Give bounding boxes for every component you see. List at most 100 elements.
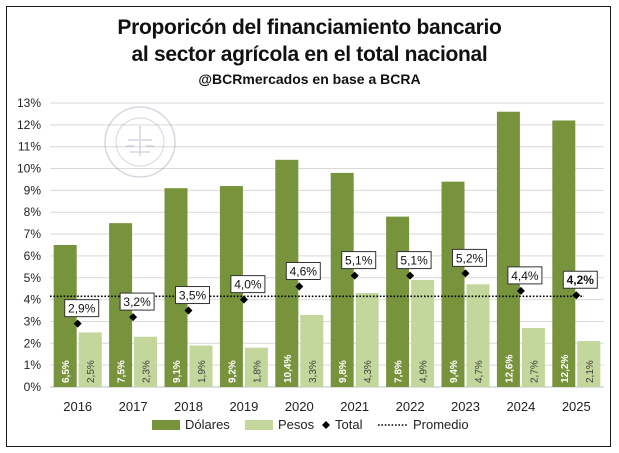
total-label-box [230, 275, 266, 294]
total-marker [516, 286, 525, 295]
data-label-dolares: 12,6% [504, 355, 515, 383]
x-tick-label: 2018 [174, 399, 203, 414]
total-label: 5,1% [345, 254, 373, 268]
total-marker [184, 306, 193, 315]
data-label-dolares: 6,5% [61, 360, 72, 383]
total-label-box [396, 251, 432, 270]
data-label-dolares: 7,8% [394, 360, 405, 383]
y-tick-label: 10% [17, 162, 41, 176]
chart-title-line2: al sector agrícola en el total nacional [131, 43, 488, 66]
y-tick-label: 4% [24, 293, 42, 307]
legend-label: Promedio [413, 417, 469, 432]
y-tick-label: 8% [24, 205, 42, 219]
y-tick-label: 1% [24, 358, 42, 372]
bar-pesos [466, 284, 490, 387]
legend-item: Dólares [152, 417, 230, 432]
data-label-pesos: 1,9% [197, 360, 208, 383]
total-label: 2,9% [68, 302, 96, 316]
y-tick-label: 2% [24, 336, 42, 350]
total-marker [295, 282, 304, 291]
legend-label: Pesos [278, 417, 315, 432]
bar-dolares [496, 111, 520, 387]
total-marker [73, 319, 82, 328]
total-label-box [562, 270, 598, 289]
data-label-pesos: 2,3% [142, 360, 153, 383]
data-label-dolares: 9,8% [338, 360, 349, 383]
bar-pesos [300, 314, 324, 387]
data-label-pesos: 4,9% [419, 360, 430, 383]
bar-pesos [78, 332, 102, 387]
total-label: 5,2% [456, 251, 484, 265]
x-tick-label: 2023 [451, 399, 480, 414]
legend-swatch [322, 421, 330, 429]
x-tick-label: 2021 [340, 399, 369, 414]
data-label-pesos: 4,3% [363, 360, 374, 383]
x-tick-label: 2025 [562, 399, 591, 414]
total-marker [350, 271, 359, 280]
data-label-pesos: 2,7% [529, 360, 540, 383]
x-tick-label: 2017 [119, 399, 148, 414]
total-label: 4,2% [567, 273, 595, 287]
total-label-box [452, 248, 487, 267]
legend: Dólares Pesos Total Promedio [152, 417, 469, 432]
total-label-box [285, 262, 321, 281]
x-tick-label: 2022 [396, 399, 425, 414]
bcr-seal-watermark [104, 106, 176, 178]
y-tick-label: 5% [24, 271, 42, 285]
legend-item: Pesos [245, 417, 315, 432]
data-label-dolares: 9,4% [449, 360, 460, 383]
bar-dolares [330, 172, 354, 387]
legend-label: Total [335, 417, 363, 432]
x-tick-label: 2016 [63, 399, 92, 414]
data-label-pesos: 4,7% [474, 360, 485, 383]
total-label: 3,5% [179, 289, 207, 303]
legend-swatch [152, 420, 180, 430]
total-marker [461, 269, 470, 278]
bar-pesos [355, 293, 379, 387]
x-tick-label: 2020 [285, 399, 314, 414]
bars: 6,5% 2,5% 7,5% 2,3% 9,1% 1,9% 9,2% 1,8% 10,4% 3,3… [53, 111, 601, 387]
data-label-dolares: 9,1% [172, 360, 183, 383]
total-marker [572, 291, 581, 300]
x-axis: 2016 2017 2018 2019 2020 2021 2022 2023 2024 2025 [63, 399, 591, 414]
total-label: 4,0% [234, 278, 262, 292]
y-tick-label: 3% [24, 314, 42, 328]
legend-label: Dólares [185, 417, 230, 432]
y-tick-label: 6% [24, 249, 42, 263]
data-label-pesos: 2,5% [86, 360, 97, 383]
total-label-box [119, 292, 155, 311]
bar-pesos [189, 345, 213, 387]
total-label-box [175, 286, 210, 305]
bar-pesos [134, 336, 158, 387]
y-tick-label: 13% [17, 96, 41, 110]
data-label-pesos: 3,3% [308, 360, 319, 383]
bar-pesos [521, 328, 545, 387]
data-label-dolares: 10,4% [283, 355, 294, 383]
total-label: 4,4% [511, 269, 539, 283]
y-axis: 0% 1% 2% 3% 4% 5% 6% 7% 8% 9% 10% 11% 12% 13% [17, 96, 41, 394]
data-label-pesos: 1,8% [252, 360, 263, 383]
data-label-dolares: 7,5% [117, 360, 128, 383]
data-label-pesos: 2,1% [585, 360, 596, 383]
total-label: 3,2% [123, 295, 151, 309]
y-tick-label: 12% [17, 118, 41, 132]
total-label: 5,1% [400, 254, 428, 268]
legend-item: Total [322, 417, 363, 432]
total-label: 4,6% [290, 265, 318, 279]
x-tick-label: 2024 [506, 399, 535, 414]
y-tick-label: 9% [24, 183, 42, 197]
total-label-box [341, 251, 377, 270]
total-markers: 2,9% 3,2% 3,5% 4,0% 4,6% 5,1% 5,1% 5,2% 4,4% 4,2% [64, 248, 598, 328]
total-label-box [507, 266, 543, 285]
total-marker [406, 271, 415, 280]
data-label-dolares: 12,2% [560, 355, 571, 383]
y-tick-label: 11% [18, 140, 41, 154]
x-tick-label: 2019 [229, 399, 258, 414]
legend-item: Promedio [378, 417, 469, 432]
total-marker [129, 313, 138, 322]
y-tick-label: 0% [24, 380, 42, 394]
data-label-dolares: 9,2% [227, 360, 238, 383]
bar-dolares [441, 181, 465, 387]
total-label-box [64, 299, 100, 318]
